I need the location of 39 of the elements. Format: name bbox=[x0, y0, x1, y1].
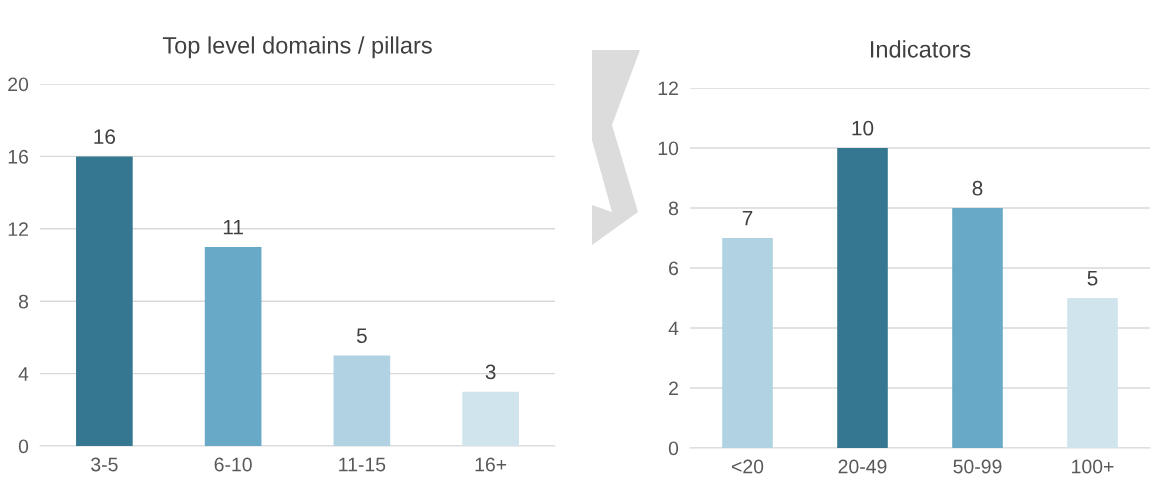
x-tick-label: 100+ bbox=[1072, 459, 1114, 474]
data-label: 5 bbox=[1087, 271, 1098, 286]
x-tick-label: 50-99 bbox=[953, 459, 1002, 474]
y-tick-label: 8 bbox=[18, 294, 29, 309]
x-tick-label: 3-5 bbox=[91, 457, 118, 472]
data-label: 10 bbox=[852, 120, 874, 136]
x-tick-label: <20 bbox=[731, 459, 764, 474]
y-tick-label: 6 bbox=[669, 261, 679, 276]
y-tick-label: 8 bbox=[668, 201, 679, 216]
bar bbox=[722, 238, 773, 448]
bar bbox=[76, 156, 133, 446]
y-tick-label: 20 bbox=[8, 77, 29, 92]
data-label: 8 bbox=[972, 180, 983, 196]
data-label: 5 bbox=[356, 328, 367, 344]
y-tick-label: 4 bbox=[668, 321, 679, 336]
y-tick-label: 10 bbox=[658, 141, 679, 156]
data-label: 11 bbox=[223, 219, 243, 235]
bar bbox=[1067, 298, 1118, 448]
bar bbox=[837, 148, 888, 448]
bar bbox=[952, 208, 1003, 448]
y-tick-label: 2 bbox=[669, 381, 678, 396]
y-tick-label: 12 bbox=[658, 81, 678, 96]
bar bbox=[333, 355, 391, 446]
chart-title: Indicators bbox=[871, 40, 971, 58]
bar bbox=[204, 246, 262, 446]
y-tick-label: 16 bbox=[8, 149, 29, 164]
y-tick-label: 0 bbox=[18, 439, 29, 454]
data-label: 3 bbox=[485, 364, 496, 380]
x-tick-label: 6-10 bbox=[214, 457, 252, 472]
data-label: 7 bbox=[742, 211, 753, 226]
x-tick-label: 11-15 bbox=[339, 457, 386, 472]
y-tick-label: 4 bbox=[18, 367, 29, 381]
x-tick-label: 20-49 bbox=[838, 459, 887, 474]
bar bbox=[462, 391, 519, 446]
y-tick-label: 0 bbox=[668, 441, 679, 456]
x-tick-label: 16+ bbox=[475, 457, 507, 472]
y-tick-label: 12 bbox=[8, 222, 28, 236]
chart-title: Top level domains / pillars bbox=[162, 36, 432, 59]
data-label: 16 bbox=[94, 129, 116, 144]
